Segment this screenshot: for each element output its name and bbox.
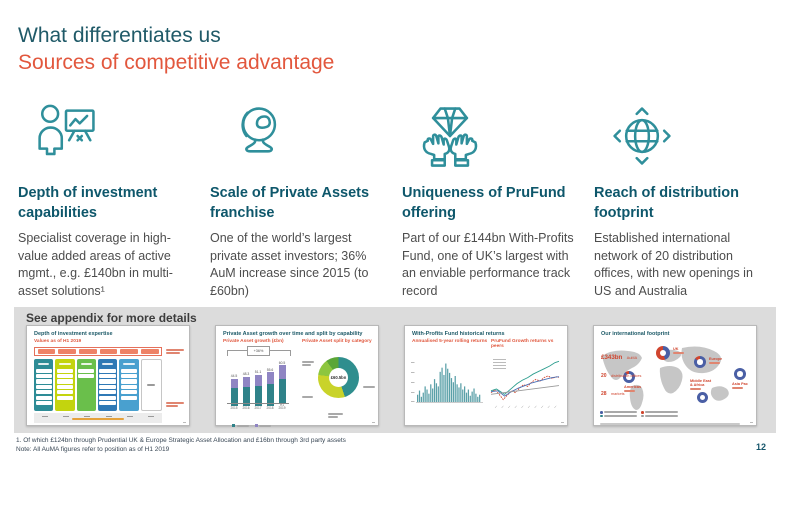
- pillar-title: Reach of distribution footprint: [594, 185, 739, 221]
- page-number: 12: [756, 442, 767, 452]
- capability-columns: [34, 359, 162, 411]
- x-axis: [227, 403, 289, 404]
- region-ring-uk: [656, 346, 670, 360]
- pillar-body: Specialist coverage in high-value added …: [18, 231, 173, 298]
- region-label-mea: Middle East & Africa: [690, 379, 714, 391]
- growth-label: +36%: [247, 346, 270, 356]
- thumb-right-subtitle: PruFund Growth returns vs peers: [491, 339, 554, 349]
- region-ring-americas: [623, 371, 635, 383]
- thumb-title: Depth of investment expertise: [34, 331, 113, 337]
- pillar-private-assets: Scale of Private Assets franchise One of…: [210, 98, 386, 300]
- mini-page-number: [183, 421, 186, 423]
- hands-diamond-icon: [402, 98, 578, 178]
- asset-class-header-row: [34, 347, 162, 356]
- donut-callout: [328, 411, 343, 420]
- donut-center-value: £60.5bn: [330, 375, 347, 380]
- region-label-uk: UK: [673, 347, 684, 354]
- thumb-left-subtitle: Private Asset growth (£bn): [223, 339, 284, 344]
- region-ring-europe: [694, 356, 706, 368]
- side-note: [166, 400, 186, 409]
- region-ring-asia-pac: [734, 368, 746, 380]
- thumb-subtitle: Values as of H1 2019: [34, 339, 82, 344]
- pillar-depth-of-investment: Depth of investment capabilities Special…: [18, 98, 194, 300]
- region-label-europe: Europe: [709, 357, 722, 364]
- stat-offices: 20 distribution offices: [601, 373, 642, 379]
- appendix-band: See appendix for more details Depth of i…: [14, 307, 776, 433]
- pillars-row: Depth of investment capabilities Special…: [18, 98, 772, 300]
- growth-bar-chart: 44.5 2015 48.3 2016 51.1 2017 55.6 2018 60.5 H1 2…: [230, 360, 286, 411]
- region-label-asia-pac: Asia Pac: [732, 382, 748, 389]
- thumbnail-depth-of-investment-expertise: Depth of investment expertise Values as …: [26, 325, 190, 426]
- stat-markets: 28 markets: [601, 391, 625, 397]
- footprint-stats: £343bn AuMA 20 distribution offices 28 m…: [601, 347, 641, 401]
- returns-bar-chart: [411, 362, 483, 403]
- thumb-title: Our international footprint: [601, 331, 670, 337]
- page-title: What differentiates us: [18, 24, 221, 47]
- region-label-americas: Americas: [624, 385, 641, 392]
- bar-legend: [232, 414, 271, 432]
- pillar-body: One of the world’s largest private asset…: [210, 231, 369, 298]
- pillar-title: Uniqueness of PruFund offering: [402, 185, 566, 221]
- thumbnail-private-asset-growth: Private Asset growth over time and split…: [215, 325, 379, 427]
- mini-footnote: [600, 422, 740, 425]
- pillar-title: Scale of Private Assets franchise: [210, 185, 370, 221]
- returns-line-chart: [490, 359, 560, 409]
- side-note: [166, 347, 186, 356]
- table-footer: [34, 413, 162, 423]
- appendix-header: See appendix for more details: [26, 311, 197, 325]
- globe-arrows-icon: [594, 98, 770, 178]
- pillar-body: Part of our £144bn With-Profits Fund, on…: [402, 231, 574, 298]
- map-legend: [600, 411, 678, 417]
- footnote-2: Note: All AuMA figures refer to position…: [16, 446, 170, 453]
- split-donut-chart: [318, 357, 359, 398]
- pillar-body: Established international network of 20 …: [594, 231, 753, 298]
- presenter-chart-icon: [18, 98, 194, 178]
- donut-callout: [363, 384, 375, 389]
- donut-callout: [302, 359, 314, 368]
- mini-page-number: [750, 421, 753, 423]
- thumb-left-subtitle: Annualised 5-year rolling returns: [412, 339, 488, 344]
- mini-page-number: [372, 421, 375, 423]
- thumbnail-international-footprint: Our international footprint £343bn AuMA …: [593, 325, 757, 426]
- desk-globe-icon: [210, 98, 386, 178]
- pillar-prufund: Uniqueness of PruFund offering Part of o…: [402, 98, 578, 300]
- pillar-title: Depth of investment capabilities: [18, 185, 158, 221]
- region-ring-mea: [697, 392, 708, 403]
- donut-callout: [302, 394, 313, 399]
- thumbnail-with-profits-returns: With-Profits Fund historical returns Ann…: [404, 325, 568, 426]
- thumb-title: With-Profits Fund historical returns: [412, 331, 505, 337]
- stat-auma: £343bn AuMA: [601, 354, 638, 361]
- mini-page-number: [561, 421, 564, 423]
- thumb-title: Private Asset growth over time and split…: [223, 331, 363, 337]
- pillar-distribution: Reach of distribution footprint Establis…: [594, 98, 770, 300]
- page-subtitle: Sources of competitive advantage: [18, 51, 335, 74]
- thumb-right-subtitle: Private Asset split by category: [302, 339, 372, 344]
- footnote-1: 1. Of which £124bn through Prudential UK…: [16, 437, 346, 444]
